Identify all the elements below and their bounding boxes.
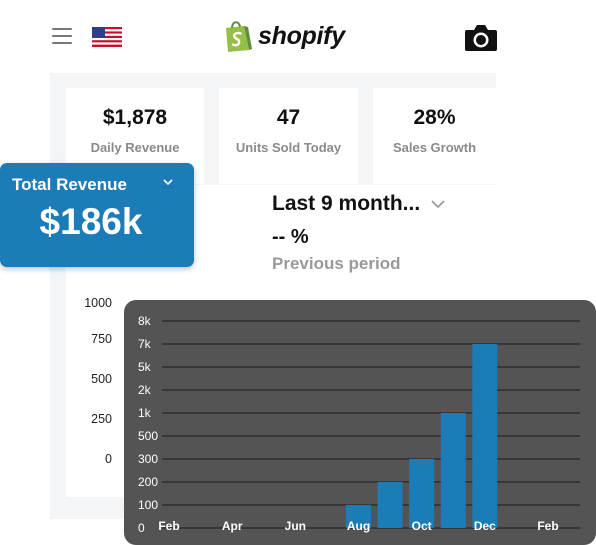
total-revenue-label: Total Revenue [12,175,127,194]
stat-card-units-sold[interactable]: 47 Units Sold Today [219,88,358,184]
bar[interactable] [346,505,371,528]
x-tick-label: Oct [412,519,432,533]
y-tick-label: 500 [138,429,158,443]
y-tick-label: 300 [138,452,158,466]
camera-icon[interactable] [464,22,498,52]
y-tick-label: 1000 [84,296,112,310]
shopping-bag-icon [226,21,252,52]
bar[interactable] [409,459,435,528]
bar[interactable] [377,482,403,528]
y-tick-label: 250 [91,412,112,426]
hamburger-menu-icon[interactable] [52,28,72,44]
y-tick-label: 0 [138,521,145,535]
stat-value: $1,878 [102,106,168,129]
revenue-bar-chart: 0 100 200 300 500 1k 2k 5k 7k 8k Feb Apr Jun Aug Oct De… [124,300,596,545]
top-bar: shopify [0,0,596,75]
us-flag-icon[interactable] [92,27,122,47]
stat-label: Units Sold Today [235,140,342,155]
percent-change: -- % [272,226,309,248]
x-tick-label: Apr [222,519,243,533]
y-tick-label: 0 [105,452,112,466]
y-tick-label: 5k [138,360,152,374]
x-tick-label: Feb [537,519,558,533]
period-selector[interactable]: Last 9 month... [272,192,446,216]
x-tick-label: Dec [474,519,496,533]
bar-chart-svg: 0 100 200 300 500 1k 2k 5k 7k 8k Feb Apr Jun Aug Oct De… [138,314,580,535]
brand-name: shopify [258,21,345,50]
y-tick-label: 200 [138,475,158,489]
period-selector-label: Last 9 month... [272,192,421,215]
y-tick-label: 750 [91,332,112,346]
y-tick-label: 7k [138,337,152,351]
y-tick-label: 500 [91,372,112,386]
stat-value: 28% [413,106,456,129]
stat-value: 47 [276,106,301,129]
x-tick-label: Aug [347,519,370,533]
bar[interactable] [472,344,498,528]
y-tick-label: 8k [138,314,152,328]
y-tick-label: 1k [138,406,152,420]
stat-label: Sales Growth [392,140,477,155]
x-tick-label: Feb [158,519,179,533]
shopify-logo[interactable]: shopify [222,18,345,54]
y-tick-label: 100 [138,498,158,512]
y-tick-label: 2k [138,383,152,397]
stat-card-sales-growth[interactable]: 28% Sales Growth [373,88,496,184]
total-revenue-card[interactable]: Total Revenue $186k [0,163,194,267]
previous-period-label: Previous period [272,254,401,273]
x-tick-label: Jun [285,519,306,533]
bar[interactable] [440,413,466,528]
total-revenue-value: $186k [39,201,143,242]
chevron-down-icon[interactable] [162,178,174,186]
chevron-down-icon [431,200,445,209]
stat-label: Daily Revenue [90,140,180,155]
